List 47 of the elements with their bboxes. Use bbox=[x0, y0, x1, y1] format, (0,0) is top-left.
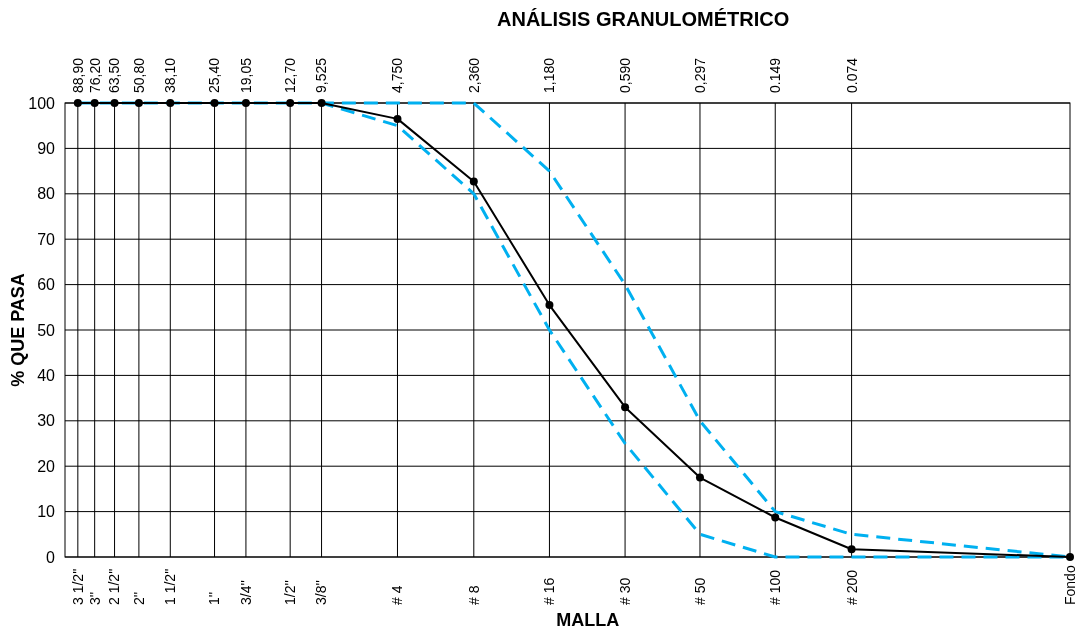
text: # 100 bbox=[767, 569, 784, 605]
text: # 16 bbox=[541, 577, 558, 605]
y-axis-title: % QUE PASA bbox=[8, 273, 28, 387]
text: # 4 bbox=[389, 585, 406, 605]
text: 1/2'' bbox=[282, 580, 299, 605]
text: 1'' bbox=[206, 591, 223, 605]
y-tick-label: 70 bbox=[37, 230, 56, 248]
x-tick-label: 9,525 bbox=[313, 57, 330, 93]
text: 1 1/2'' bbox=[162, 568, 179, 605]
y-tick-label: 90 bbox=[37, 140, 56, 157]
x-tick-label: 0,590 bbox=[616, 57, 633, 93]
x-tick-label: 88,90 bbox=[69, 57, 86, 93]
x-tick-label: 25,40 bbox=[206, 57, 223, 93]
y-tick-label: 100 bbox=[28, 94, 56, 112]
text: 2 1/2'' bbox=[106, 568, 123, 605]
y-tick-label: 20 bbox=[37, 457, 56, 475]
x-tick-label: 63,50 bbox=[106, 57, 123, 93]
x-tick-label: 76,20 bbox=[86, 57, 103, 93]
x-tick-label: 50,80 bbox=[130, 57, 147, 93]
x-tick-label: 12,70 bbox=[282, 57, 299, 93]
text: 2'' bbox=[130, 591, 147, 605]
x-tick-label: 0.149 bbox=[767, 57, 784, 93]
x-tick-label: 0,297 bbox=[691, 57, 708, 93]
x-tick-label: 4,750 bbox=[389, 57, 406, 93]
text: 3/8'' bbox=[313, 580, 330, 605]
x-tick-label: 0.074 bbox=[843, 57, 860, 93]
y-tick-label: 50 bbox=[37, 321, 56, 339]
y-tick-label: 40 bbox=[37, 367, 56, 384]
y-tick-label: 30 bbox=[37, 412, 56, 430]
text: # 200 bbox=[843, 569, 860, 605]
x-axis-title: MALLA bbox=[556, 610, 620, 630]
x-tick-label: 1,180 bbox=[541, 57, 558, 93]
text: 3 1/2'' bbox=[69, 568, 86, 605]
x-tick-label: 38,10 bbox=[162, 57, 179, 93]
text: # 30 bbox=[616, 577, 633, 605]
text: 3/4'' bbox=[237, 580, 254, 605]
y-tick-label: 60 bbox=[37, 276, 56, 294]
text: Fondo bbox=[1061, 565, 1078, 605]
text: 3'' bbox=[86, 591, 103, 605]
y-tick-label: 10 bbox=[37, 503, 56, 521]
text: # 50 bbox=[691, 577, 708, 605]
chart-title: ANÁLISIS GRANULOMÉTRICO bbox=[497, 8, 790, 30]
x-tick-label: 2,360 bbox=[465, 57, 482, 93]
y-tick-label: 80 bbox=[37, 185, 56, 203]
x-tick-label: 19,05 bbox=[237, 57, 254, 93]
y-tick-label: 0 bbox=[46, 548, 56, 566]
text: # 8 bbox=[465, 585, 482, 605]
